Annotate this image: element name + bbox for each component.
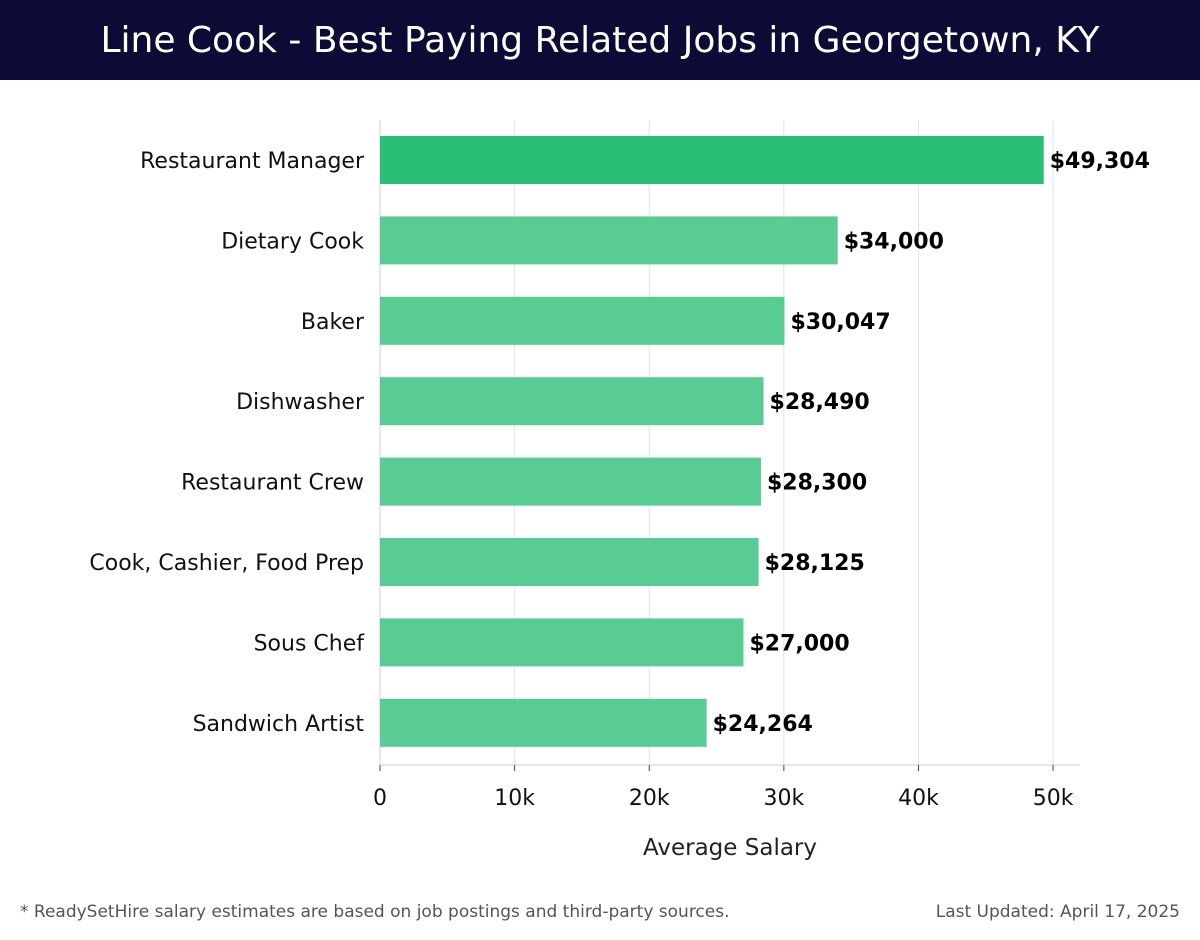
bars (380, 136, 1044, 747)
value-label-dishwasher: $28,490 (770, 390, 870, 415)
x-tick-label-30k: 30k (763, 786, 804, 811)
value-labels: $49,304 $34,000 $30,047 $28,490 $28,300 $28,1… (713, 149, 1150, 737)
value-label-sandwich-artist: $24,264 (713, 712, 813, 737)
bar-cook-cashier-food-prep (380, 538, 759, 586)
category-label-dietary-cook: Dietary Cook (221, 229, 364, 254)
category-label-cook-cashier-food-prep: Cook, Cashier, Food Prep (89, 551, 364, 576)
footer-disclaimer: * ReadySetHire salary estimates are base… (20, 902, 730, 922)
footer-last-updated: Last Updated: April 17, 2025 (936, 902, 1180, 922)
x-axis-label: Average Salary (643, 835, 817, 861)
category-labels: Restaurant Manager Dietary Cook Baker Dishw… (89, 149, 365, 737)
bar-baker (380, 296, 785, 345)
bar-restaurant-manager (380, 136, 1044, 184)
category-label-sandwich-artist: Sandwich Artist (193, 712, 365, 737)
chart-header: Line Cook - Best Paying Related Jobs in … (0, 0, 1200, 80)
bar-sous-chef (380, 618, 744, 667)
x-tick-label-40k: 40k (898, 786, 939, 811)
x-tick-label-20k: 20k (629, 786, 670, 811)
bar-dietary-cook (380, 216, 838, 265)
last-updated-date: April 17, 2025 (1060, 902, 1180, 922)
value-label-restaurant-manager: $49,304 (1050, 149, 1150, 174)
category-label-baker: Baker (301, 310, 365, 335)
value-label-baker: $30,047 (790, 310, 890, 335)
value-label-dietary-cook: $34,000 (844, 229, 944, 254)
value-label-restaurant-crew: $28,300 (767, 471, 867, 496)
x-tick-label-0: 0 (373, 786, 387, 811)
x-tick-label-50k: 50k (1033, 786, 1074, 811)
bar-sandwich-artist (380, 698, 707, 747)
chart-title: Line Cook - Best Paying Related Jobs in … (100, 19, 1100, 61)
value-label-cook-cashier-food-prep: $28,125 (765, 551, 865, 576)
category-label-restaurant-manager: Restaurant Manager (140, 149, 365, 174)
category-label-sous-chef: Sous Chef (254, 631, 366, 656)
bar-dishwasher (380, 377, 764, 426)
last-updated-label: Last Updated: (935, 902, 1055, 922)
category-label-dishwasher: Dishwasher (236, 390, 365, 415)
bar-restaurant-crew (380, 457, 761, 506)
salary-bar-chart: 0 10k 20k 30k 40k 50k Restaurant Manager Dieta… (89, 120, 1150, 861)
value-label-sous-chef: $27,000 (749, 631, 849, 656)
x-tick-label-10k: 10k (494, 786, 535, 811)
x-axis: 0 10k 20k 30k 40k 50k (373, 764, 1080, 811)
category-label-restaurant-crew: Restaurant Crew (181, 471, 364, 496)
